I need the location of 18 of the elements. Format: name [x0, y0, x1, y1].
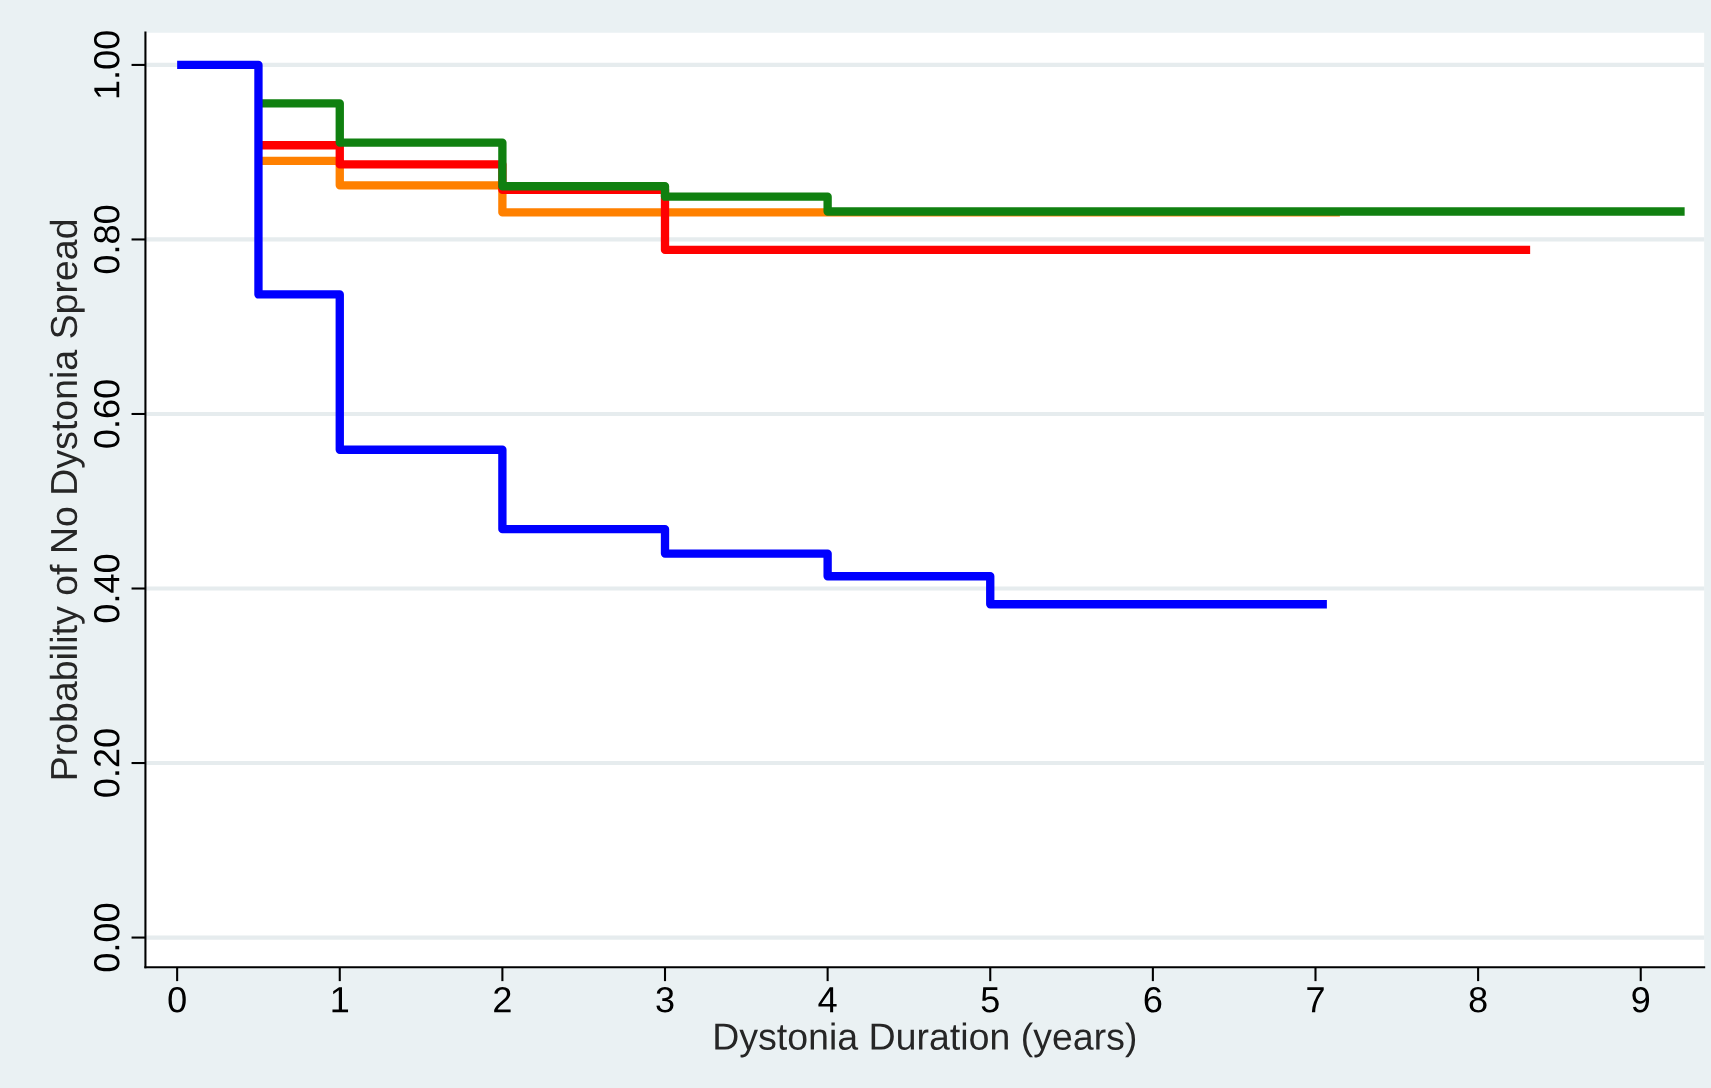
x-axis-title: Dystonia Duration (years)	[715, 1022, 1136, 1058]
y-tick-label: 1.00	[93, 31, 120, 98]
x-tick-label: 4	[818, 987, 837, 1013]
x-tick-label: 0	[168, 986, 186, 1013]
x-tick-label: 3	[656, 986, 674, 1013]
x-tick-label: 2	[494, 986, 511, 1013]
y-axis-title: Probability of No Dystonia Spread	[49, 220, 85, 779]
x-tick-label: 9	[1632, 986, 1650, 1013]
y-tick-label: 0.00	[93, 903, 120, 972]
y-tick-label: 0.60	[93, 380, 120, 448]
y-tick-label: 0.80	[93, 205, 120, 274]
x-tick-label: 1	[332, 987, 349, 1013]
x-tick-label: 8	[1469, 986, 1487, 1013]
x-tick-label: 5	[981, 987, 999, 1013]
y-tick-label: 0.20	[93, 729, 120, 797]
x-tick-label: 6	[1144, 986, 1162, 1013]
x-tick-label: 7	[1307, 987, 1324, 1013]
y-tick-label: 0.40	[93, 554, 120, 623]
